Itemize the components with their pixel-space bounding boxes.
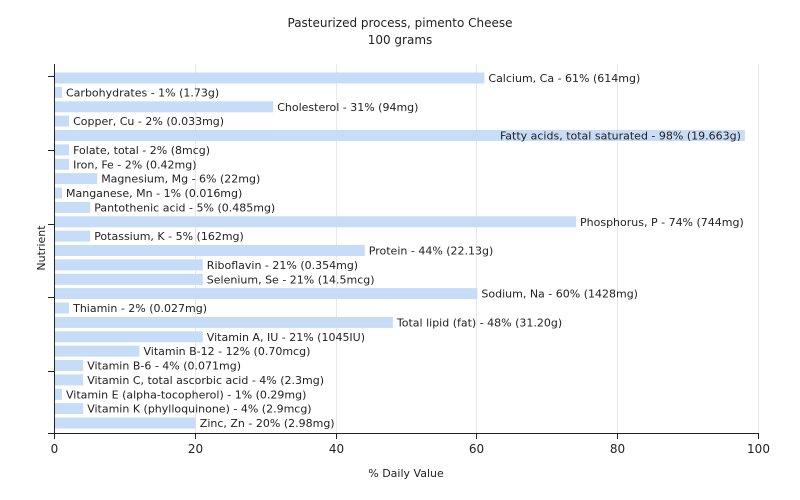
bar <box>55 230 91 242</box>
bar-label: Pantothenic acid - 5% (0.485mg) <box>94 201 275 214</box>
bar-label: Vitamin E (alpha-tocopherol) - 1% (0.29m… <box>66 388 306 401</box>
bar-label: Vitamin C, total ascorbic acid - 4% (2.3… <box>87 374 324 387</box>
x-tick-label: 40 <box>329 442 344 456</box>
bar-label: Protein - 44% (22.13g) <box>369 245 494 258</box>
chart-subtitle: 100 grams <box>368 33 433 47</box>
bar <box>55 86 62 98</box>
bar <box>55 173 98 185</box>
x-tick-label: 80 <box>610 442 625 456</box>
y-axis-label: Nutrient <box>35 225 48 271</box>
bar-label: Vitamin B-6 - 4% (0.071mg) <box>87 360 241 373</box>
bars: Calcium, Ca - 61% (614mg) Carbohydrates -… <box>55 72 745 430</box>
bar-label: Zinc, Zn - 20% (2.98mg) <box>200 417 335 430</box>
bar-label: Folate, total - 2% (8mcg) <box>73 144 210 157</box>
x-tick-label: 0 <box>51 442 59 456</box>
bar-label: Total lipid (fat) - 48% (31.20g) <box>396 316 562 329</box>
bar <box>55 374 84 386</box>
x-tick-label: 100 <box>747 442 770 456</box>
bar <box>55 72 485 84</box>
chart-title: Pasteurized process, pimento Cheese <box>288 16 513 30</box>
bar <box>55 201 91 213</box>
bar-label: Magnesium, Mg - 6% (22mg) <box>101 173 260 186</box>
bar <box>55 331 203 343</box>
bar-label: Iron, Fe - 2% (0.42mg) <box>73 158 196 171</box>
bar-label: Selenium, Se - 21% (14.5mcg) <box>207 273 375 286</box>
bar <box>55 259 203 271</box>
bar <box>55 302 70 314</box>
bar <box>55 216 576 228</box>
x-tick-label: 60 <box>469 442 484 456</box>
bar-label: Potassium, K - 5% (162mg) <box>94 230 244 243</box>
bar <box>55 388 62 400</box>
bar <box>55 245 365 256</box>
bar <box>55 403 84 415</box>
bar-label: Phosphorus, P - 74% (744mg) <box>580 216 744 229</box>
bar <box>55 158 70 170</box>
bar <box>55 273 203 285</box>
bar <box>55 360 84 371</box>
bar <box>55 101 274 113</box>
axes <box>48 64 758 439</box>
bar-label: Vitamin K (phylloquinone) - 4% (2.9mcg) <box>87 403 311 416</box>
bar-label: Carbohydrates - 1% (1.73g) <box>66 86 219 99</box>
x-axis-label: % Daily Value <box>368 467 444 480</box>
bar <box>55 316 393 328</box>
bar <box>55 345 140 357</box>
x-tick-label: 20 <box>188 442 203 456</box>
bar-label: Calcium, Ca - 61% (614mg) <box>488 72 640 85</box>
bar-label: Riboflavin - 21% (0.354mg) <box>207 259 358 272</box>
bar-label: Sodium, Na - 60% (1428mg) <box>481 288 638 301</box>
bar-label: Vitamin B-12 - 12% (0.70mcg) <box>144 345 311 358</box>
grid-lines <box>195 64 759 433</box>
bar-label: Thiamin - 2% (0.027mg) <box>72 302 207 315</box>
bar-label: Fatty acids, total saturated - 98% (19.6… <box>500 130 741 143</box>
x-ticks: 0 20 40 60 80 100 <box>51 433 770 456</box>
bar <box>55 130 745 141</box>
bar <box>55 115 70 127</box>
bar-label: Vitamin A, IU - 21% (1045IU) <box>207 331 365 344</box>
bar <box>55 288 478 300</box>
bar <box>55 144 70 156</box>
bar-label: Copper, Cu - 2% (0.033mg) <box>73 115 224 128</box>
bar <box>55 187 62 199</box>
bar <box>55 417 196 429</box>
bar-label: Cholesterol - 31% (94mg) <box>277 101 418 114</box>
bar-label: Manganese, Mn - 1% (0.016mg) <box>66 187 242 200</box>
